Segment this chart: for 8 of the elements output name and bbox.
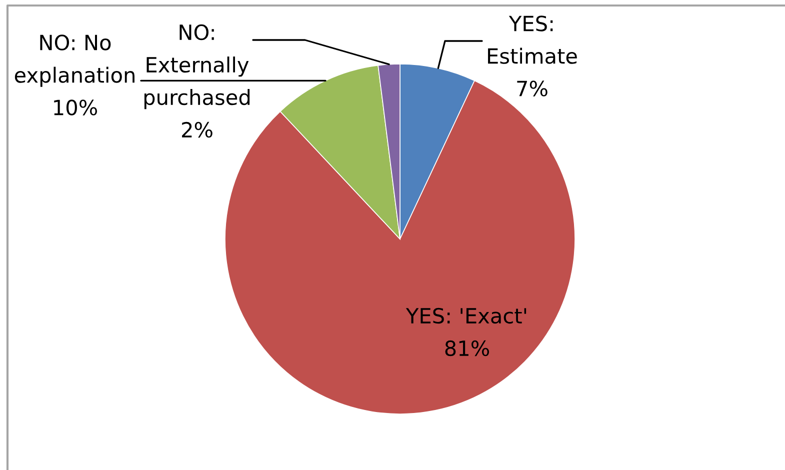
data-label: 2% [182, 122, 212, 138]
slice-label: YES: 'Exact' [406, 308, 526, 324]
slice-label: NO: No explanation [14, 34, 134, 87]
data-label: 10% [54, 100, 98, 116]
data-label: 81% [445, 340, 490, 356]
slice-label: NO: Externally purchased [144, 24, 250, 110]
data-label: 7% [517, 80, 548, 96]
slice-label: YES: Estimate [488, 16, 577, 64]
